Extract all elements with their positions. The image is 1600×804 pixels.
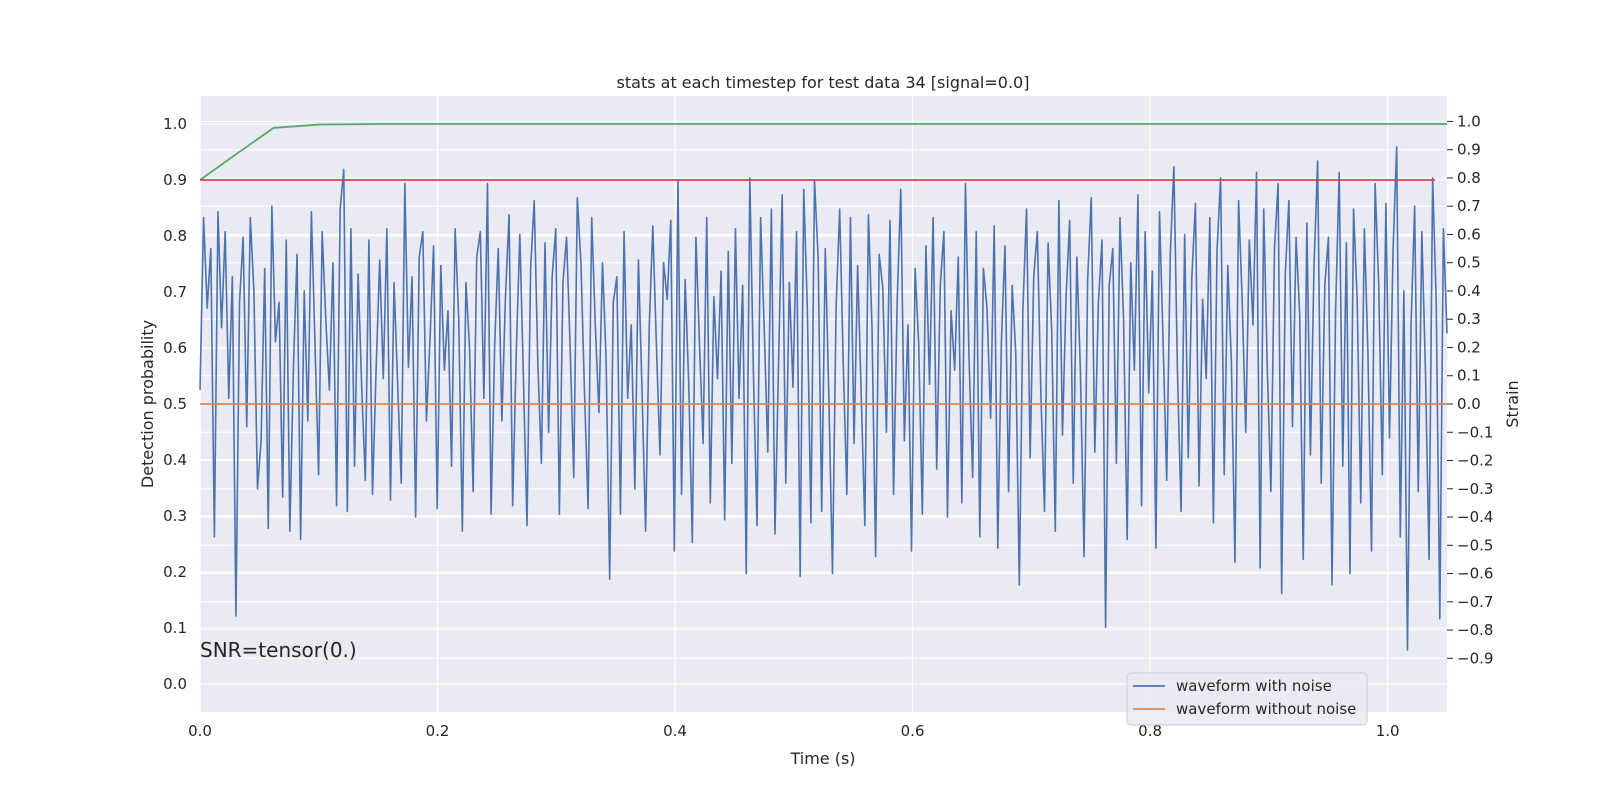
series-line-detection-probability — [199, 123, 1447, 181]
y-axis-left: 0.0 0.1 0.2 0.3 0.4 0.5 0.6 0.7 0.8 0.9 1.0 — [163, 115, 187, 693]
y2-tick-label: 0.5 — [1457, 254, 1481, 272]
y2-tick-label: −0.6 — [1457, 565, 1493, 583]
x-tick-label: 0.4 — [663, 722, 687, 740]
y-tick-label: 0.0 — [163, 675, 187, 693]
y-tick-label: 1.0 — [163, 115, 187, 133]
y2-tick-label: −0.4 — [1457, 508, 1493, 526]
y-tick-label: 0.1 — [163, 619, 187, 637]
legend-box — [1126, 672, 1368, 726]
y-axis-label: Detection probability — [138, 320, 157, 488]
y-tick-label: 0.8 — [163, 227, 187, 245]
y2-axis-label: Strain — [1503, 380, 1522, 427]
y-tick-label: 0.3 — [163, 507, 187, 525]
y2-tick-label: 0.0 — [1457, 395, 1481, 413]
series-line-waveform-with-noise — [199, 146, 1448, 651]
x-axis-label: Time (s) — [789, 749, 855, 768]
y-tick-label: 0.5 — [163, 395, 187, 413]
chart-title: stats at each timestep for test data 34 … — [617, 73, 1030, 92]
y-tick-label: 0.7 — [163, 283, 187, 301]
y-tick-label: 0.6 — [163, 339, 187, 357]
y2-tick-label: 0.7 — [1457, 197, 1481, 215]
y2-tick-label: 0.2 — [1457, 338, 1481, 356]
y2-tick-label: −0.5 — [1457, 536, 1493, 554]
x-tick-label: 0.6 — [901, 722, 925, 740]
y2-tick-label: −0.7 — [1457, 593, 1493, 611]
y-tick-label: 0.2 — [163, 563, 187, 581]
series-lines — [199, 123, 1448, 651]
y2-tick-label: 0.3 — [1457, 310, 1481, 328]
y-axis-right: −0.9 −0.8 −0.7 −0.6 −0.5 −0.4 −0.3 −0.2 −0.1 0.0 0… — [1447, 112, 1493, 667]
legend-label-clean: waveform without noise — [1176, 700, 1356, 718]
x-tick-label: 0.8 — [1138, 722, 1162, 740]
y2-tick-label: 0.1 — [1457, 367, 1481, 385]
y2-tick-label: 0.6 — [1457, 225, 1481, 243]
x-tick-label: 1.0 — [1376, 722, 1400, 740]
x-tick-label: 0.0 — [188, 722, 212, 740]
legend: waveform with noise waveform without noi… — [1126, 672, 1368, 726]
y2-tick-label: −0.8 — [1457, 621, 1493, 639]
y2-tick-label: −0.1 — [1457, 423, 1493, 441]
y2-tick-label: 1.0 — [1457, 112, 1481, 130]
y2-tick-label: −0.2 — [1457, 452, 1493, 470]
y2-tick-label: −0.3 — [1457, 480, 1493, 498]
x-axis: 0.0 0.2 0.4 0.6 0.8 1.0 — [188, 722, 1399, 740]
y-tick-label: 0.4 — [163, 451, 187, 469]
y2-tick-label: −0.9 — [1457, 649, 1493, 667]
x-tick-label: 0.2 — [426, 722, 450, 740]
y2-tick-label: 0.4 — [1457, 282, 1481, 300]
snr-annotation: SNR=tensor(0.) — [200, 638, 357, 662]
y-tick-label: 0.9 — [163, 171, 187, 189]
y2-tick-label: 0.9 — [1457, 141, 1481, 159]
y2-tick-label: 0.8 — [1457, 169, 1481, 187]
legend-label-noise: waveform with noise — [1176, 677, 1332, 695]
